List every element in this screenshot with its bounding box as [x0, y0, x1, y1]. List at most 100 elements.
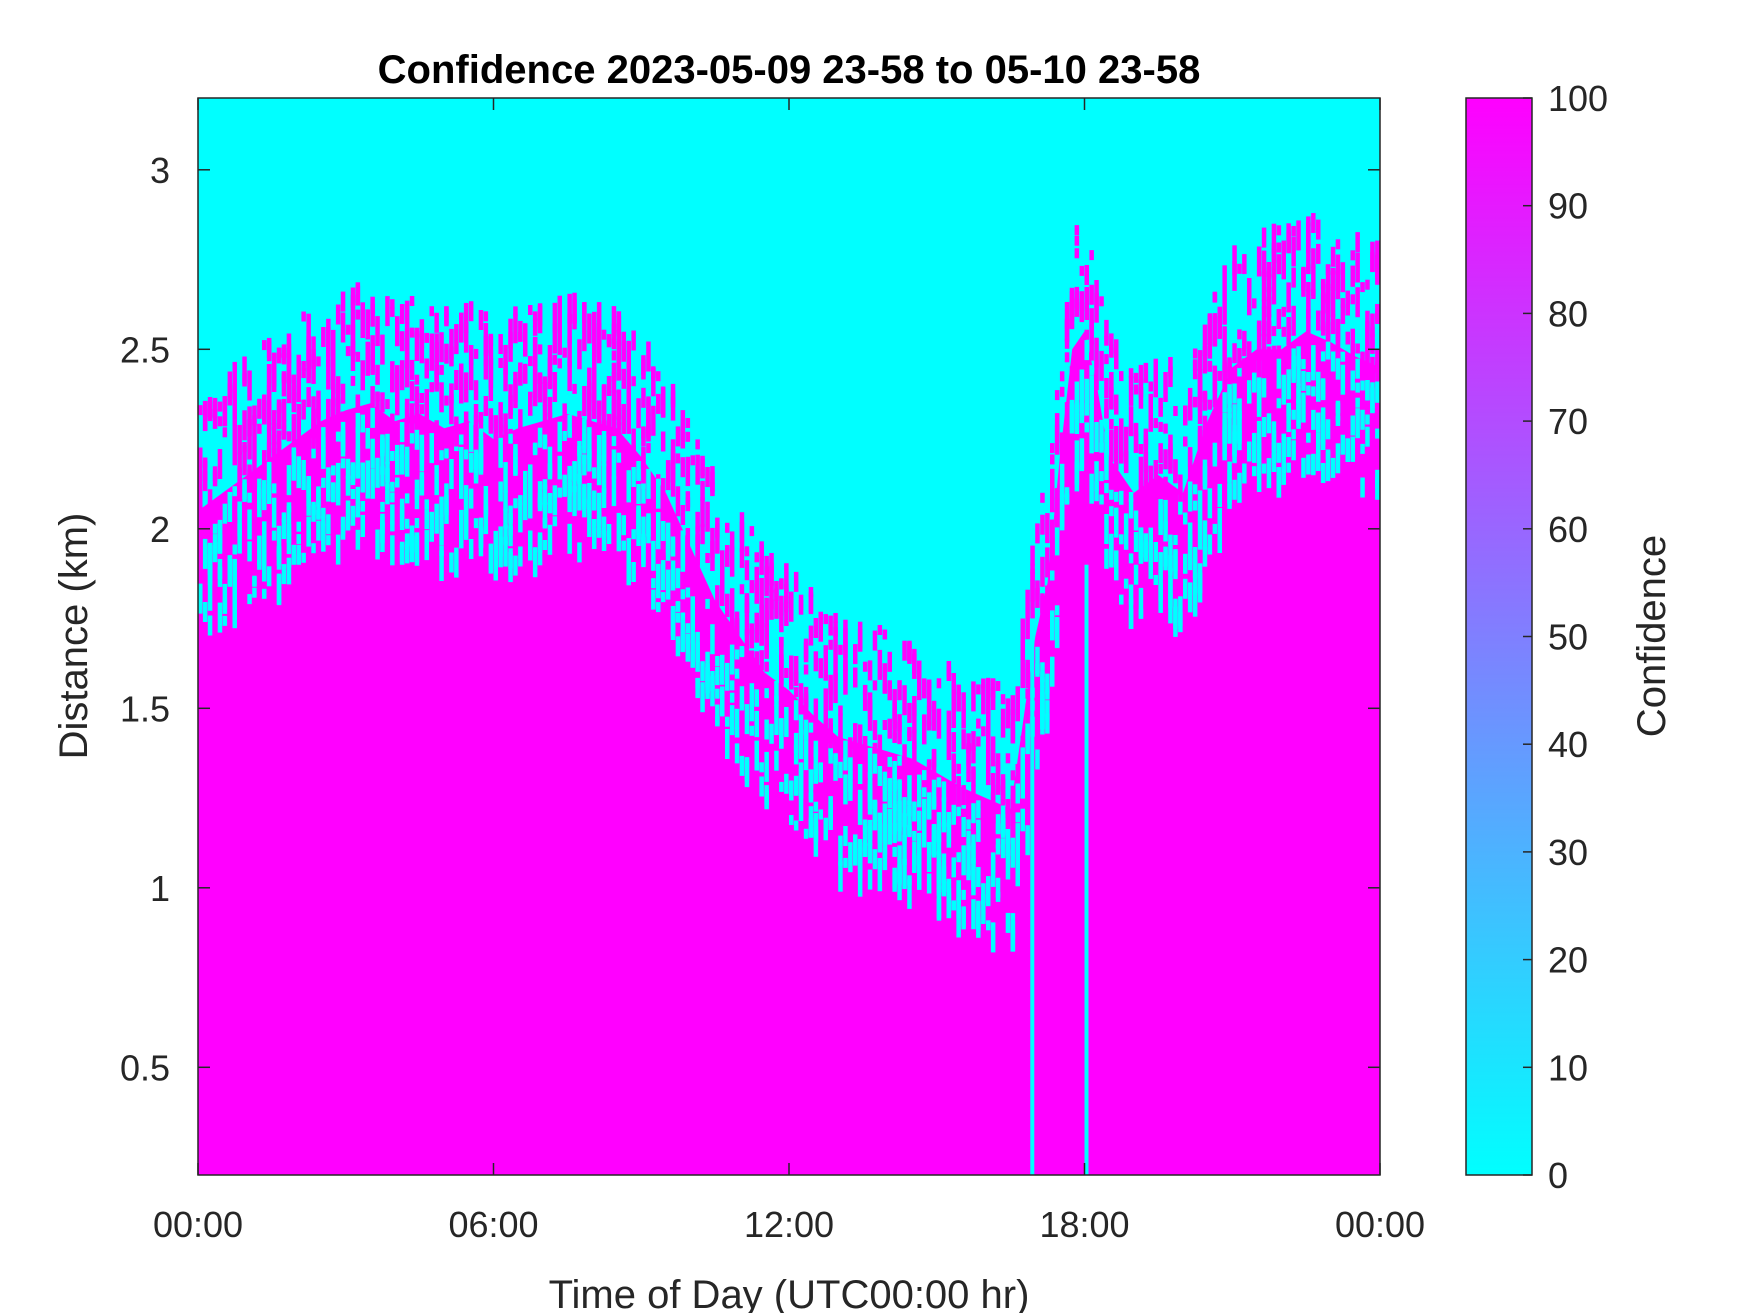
heatmap-cell [1261, 299, 1267, 310]
heatmap-cell [862, 684, 868, 695]
heatmap-cell [1306, 251, 1311, 272]
heatmap-cell [754, 581, 759, 592]
heatmap-cell [212, 466, 218, 487]
heatmap-cell [1045, 585, 1050, 606]
heatmap-cell [641, 483, 646, 504]
heatmap-cell [1197, 425, 1203, 456]
heatmap-cell [651, 368, 656, 378]
heatmap-cell [641, 387, 646, 408]
heatmap-cell [207, 397, 213, 417]
heatmap-cell [926, 705, 932, 726]
heatmap-cell [365, 468, 370, 499]
heatmap-cell [478, 412, 484, 422]
heatmap-cell [513, 371, 518, 402]
heatmap-cell [380, 444, 385, 475]
heatmap-cell [611, 476, 617, 507]
heatmap-cell [715, 523, 720, 554]
heatmap-cell [1301, 266, 1306, 297]
heatmap-cell [725, 667, 730, 688]
heatmap-cell [956, 776, 961, 807]
heatmap-cell [853, 644, 858, 665]
heatmap-cell [710, 541, 715, 571]
heatmap-cell [951, 753, 956, 784]
heatmap-cell [867, 660, 873, 681]
heatmap-cell [1291, 236, 1296, 267]
heatmap-cell [375, 316, 380, 347]
heatmap-cell [1217, 508, 1222, 528]
heatmap-cell [739, 755, 745, 776]
heatmap-cell [675, 636, 681, 657]
heatmap-cell [1020, 768, 1025, 799]
heatmap-cell [705, 598, 710, 609]
heatmap-cell [946, 812, 952, 842]
heatmap-cell [754, 651, 759, 672]
heatmap-cell [335, 304, 341, 325]
heatmap-cell [665, 522, 671, 543]
heatmap-cell [626, 541, 631, 572]
heatmap-cell [242, 410, 247, 441]
heatmap-cell [1291, 267, 1296, 288]
heatmap-cell [1261, 227, 1267, 248]
heatmap-cell [833, 613, 838, 623]
heatmap-cell [990, 922, 996, 953]
heatmap-cell [838, 861, 843, 892]
heatmap-cell [1158, 397, 1163, 408]
heatmap-cell [1069, 297, 1075, 318]
heatmap-cell [286, 333, 292, 364]
heatmap-cell [833, 650, 838, 681]
heatmap-cell [764, 751, 769, 782]
heatmap-cell [390, 504, 395, 525]
heatmap-cell [296, 354, 301, 385]
heatmap-cell [892, 871, 897, 892]
heatmap-cell [1325, 321, 1331, 352]
heatmap-cell [311, 543, 316, 554]
heatmap-cell [606, 376, 612, 396]
heatmap-cell [404, 357, 410, 388]
heatmap-cell [872, 630, 878, 651]
heatmap-cell [498, 402, 503, 433]
heatmap-cell [557, 328, 562, 338]
x-axis-label: Time of Day (UTC00:00 hr) [549, 1273, 1030, 1313]
heatmap-cell [872, 720, 878, 741]
heatmap-cell [1079, 403, 1085, 424]
heatmap-cell [592, 519, 597, 549]
heatmap-cells [198, 213, 1380, 1175]
heatmap-cell [793, 775, 799, 796]
heatmap-cell [271, 448, 277, 468]
heatmap-cell [670, 560, 676, 591]
heatmap-cell [582, 497, 587, 518]
heatmap-cell [1311, 386, 1316, 397]
heatmap-cell [572, 461, 577, 482]
heatmap-cell [833, 760, 838, 781]
heatmap-cell [646, 443, 651, 454]
heatmap-cell [596, 492, 602, 523]
heatmap-cell [961, 729, 966, 750]
heatmap-cell [399, 498, 405, 519]
heatmap-cell [813, 651, 819, 672]
heatmap-cell [981, 678, 986, 689]
heatmap-cell [532, 442, 538, 453]
heatmap-cell [1320, 311, 1326, 332]
heatmap-cell [601, 431, 607, 461]
heatmap-cell [1237, 329, 1242, 340]
heatmap-cell [1237, 472, 1242, 503]
heatmap-cell [754, 689, 759, 700]
heatmap-cell [1212, 383, 1218, 404]
heatmap-cell [715, 688, 720, 699]
heatmap-cell [798, 729, 804, 760]
heatmap-cell [1256, 246, 1262, 277]
colorbar-tick-label: 0 [1548, 1155, 1568, 1196]
heatmap-cell [1330, 351, 1336, 372]
heatmap-cell [424, 509, 429, 530]
heatmap-cell [670, 610, 676, 640]
heatmap-cell [483, 335, 489, 356]
heatmap-cell [897, 755, 902, 766]
heatmap-cell [631, 467, 636, 487]
heatmap-cell [641, 359, 646, 380]
heatmap-cell [1276, 242, 1282, 253]
heatmap-cell [316, 390, 321, 411]
heatmap-cell [1173, 535, 1178, 545]
heatmap-cell [1212, 523, 1218, 534]
heatmap-cell [1345, 290, 1350, 311]
